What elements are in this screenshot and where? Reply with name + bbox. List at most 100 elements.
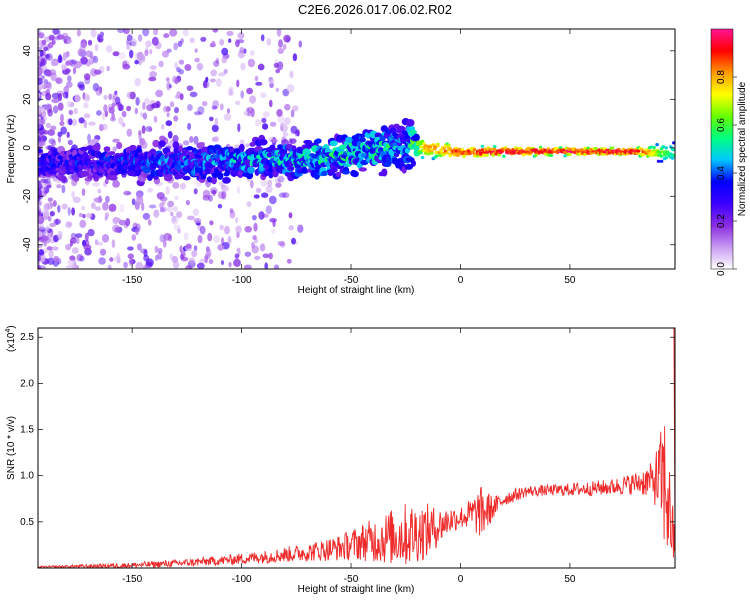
heatmap-cell (269, 121, 277, 127)
heatmap-cell (211, 189, 217, 195)
heatmap-cell (276, 109, 283, 117)
heatmap-cell (246, 87, 254, 95)
heatmap-cell (152, 139, 160, 148)
heatmap-cell (159, 196, 168, 202)
heatmap-cell (67, 139, 73, 146)
heatmap-cell (672, 154, 675, 158)
heatmap-cell (200, 174, 207, 180)
heatmap-cell (166, 112, 170, 118)
heatmap-cell (203, 80, 208, 89)
heatmap-cell (266, 38, 272, 46)
heatmap-cell (639, 147, 644, 151)
heatmap-cell (48, 249, 54, 259)
heatmap-cell (109, 257, 114, 262)
heatmap-cell (78, 212, 84, 218)
snr-y-scale-factor: (x104) (5, 325, 17, 352)
heatmap-cell (83, 113, 91, 119)
heatmap-cell (273, 264, 280, 269)
heatmap-cell (534, 153, 538, 157)
heatmap-cell (173, 42, 178, 51)
heatmap-cell (254, 255, 261, 260)
heatmap-cell (529, 150, 534, 155)
heatmap-cell (433, 147, 437, 151)
heatmap-cell (178, 69, 184, 75)
heatmap-cell (567, 152, 572, 156)
heatmap-cell (79, 219, 87, 228)
heatmap-cell (275, 182, 282, 188)
heatmap-cell (158, 60, 164, 68)
heatmap-cell (66, 221, 73, 227)
x-tick-label: -150 (122, 574, 142, 585)
heatmap-cell (339, 144, 347, 150)
heatmap-cell (174, 77, 179, 85)
heatmap-cell (187, 215, 195, 221)
heatmap-cell (189, 257, 195, 264)
heatmap-cell (86, 212, 92, 219)
heatmap-cell (150, 169, 156, 178)
heatmap-cell (404, 163, 413, 170)
heatmap-cell (189, 37, 195, 44)
heatmap-cell (57, 30, 61, 36)
heatmap-cell (68, 118, 73, 126)
heatmap-cell (40, 43, 48, 50)
spectrogram-frame (37, 28, 676, 270)
heatmap-cell (237, 123, 241, 133)
heatmap-cell (284, 103, 291, 111)
heatmap-cell (258, 211, 265, 220)
heatmap-cell (277, 240, 285, 247)
heatmap-cell (169, 101, 175, 108)
heatmap-cell (621, 147, 626, 151)
heatmap-cell (260, 179, 268, 187)
heatmap-cell (60, 113, 64, 123)
heatmap-cell (226, 30, 234, 37)
heatmap-cell (186, 146, 194, 151)
heatmap-cell (179, 93, 184, 101)
heatmap-cell (97, 188, 102, 194)
heatmap-cell (153, 175, 159, 180)
heatmap-cell (236, 186, 240, 195)
x-tick-label: -50 (344, 574, 359, 585)
heatmap-cell (155, 89, 164, 98)
snr-scale-close: ) (6, 325, 17, 328)
heatmap-cell (39, 50, 44, 57)
heatmap-cell (288, 212, 293, 219)
heatmap-cell (258, 138, 268, 146)
heatmap-cell (65, 243, 72, 251)
heatmap-cell (112, 95, 116, 104)
heatmap-cell (83, 93, 90, 102)
heatmap-cell (209, 78, 216, 83)
heatmap-cell (47, 215, 52, 222)
heatmap-cell (92, 55, 99, 64)
heatmap-cell (38, 148, 43, 154)
heatmap-cell (270, 138, 278, 143)
heatmap-cell (185, 199, 190, 206)
heatmap-cell (502, 154, 506, 158)
heatmap-cell (139, 138, 146, 146)
heatmap-cell (57, 205, 61, 213)
heatmap-cell (199, 225, 206, 235)
heatmap-cell (273, 62, 280, 68)
heatmap-cell (217, 203, 223, 209)
heatmap-cell (211, 40, 216, 47)
heatmap-cell (57, 230, 63, 240)
heatmap-cell (38, 31, 45, 39)
heatmap-cell (49, 222, 57, 228)
heatmap-cell (69, 59, 76, 67)
heatmap-cell (276, 29, 282, 37)
heatmap-cell (38, 255, 42, 262)
heatmap-cell (141, 125, 146, 134)
heatmap-cell (71, 118, 78, 126)
heatmap-cell (259, 63, 264, 69)
heatmap-cell (80, 146, 88, 152)
heatmap-cell (480, 144, 485, 148)
x-tick-label: -100 (232, 574, 252, 585)
heatmap-cell (221, 56, 228, 64)
heatmap-cell (106, 65, 110, 72)
heatmap-cell (114, 226, 121, 233)
heatmap-cell (65, 81, 73, 88)
heatmap-cell (134, 59, 139, 65)
heatmap-cell (210, 187, 218, 194)
heatmap-cell (286, 258, 292, 264)
heatmap-cell (218, 72, 226, 77)
heatmap-cell (112, 146, 117, 152)
